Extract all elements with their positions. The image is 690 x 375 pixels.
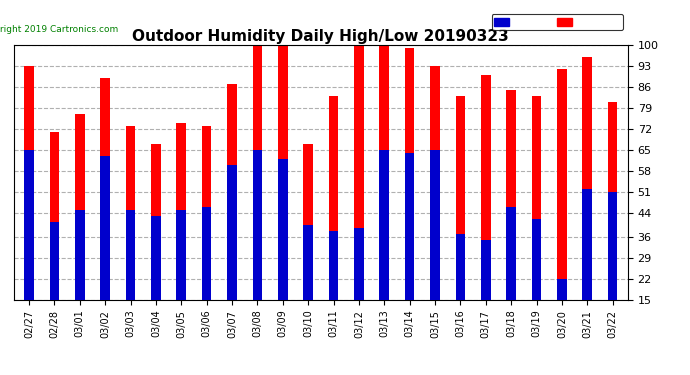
Bar <box>151 144 161 345</box>
Bar <box>608 102 618 345</box>
Bar <box>557 279 566 345</box>
Bar <box>151 216 161 345</box>
Bar <box>100 156 110 345</box>
Bar <box>455 234 465 345</box>
Bar <box>227 84 237 345</box>
Bar <box>75 114 85 345</box>
Bar <box>506 207 516 345</box>
Bar <box>532 219 542 345</box>
Bar <box>304 225 313 345</box>
Bar <box>202 207 211 345</box>
Bar <box>50 132 59 345</box>
Text: Copyright 2019 Cartronics.com: Copyright 2019 Cartronics.com <box>0 25 118 34</box>
Bar <box>532 96 542 345</box>
Bar <box>405 48 415 345</box>
Bar <box>557 69 566 345</box>
Bar <box>455 96 465 345</box>
Bar <box>582 57 592 345</box>
Bar <box>328 231 338 345</box>
Bar <box>304 144 313 345</box>
Title: Outdoor Humidity Daily High/Low 20190323: Outdoor Humidity Daily High/Low 20190323 <box>132 29 509 44</box>
Bar <box>253 45 262 345</box>
Bar <box>126 210 135 345</box>
Bar <box>481 75 491 345</box>
Bar <box>126 126 135 345</box>
Bar <box>278 159 288 345</box>
Bar <box>100 78 110 345</box>
Bar <box>24 150 34 345</box>
Bar <box>481 240 491 345</box>
Bar <box>354 228 364 345</box>
Bar <box>202 126 211 345</box>
Bar <box>506 90 516 345</box>
Bar <box>582 189 592 345</box>
Bar <box>354 45 364 345</box>
Bar <box>177 123 186 345</box>
Bar <box>431 66 440 345</box>
Bar <box>227 165 237 345</box>
Bar <box>50 222 59 345</box>
Bar <box>405 153 415 345</box>
Bar <box>75 210 85 345</box>
Bar <box>177 210 186 345</box>
Bar <box>431 150 440 345</box>
Bar <box>253 150 262 345</box>
Legend: Low  (%), High  (%): Low (%), High (%) <box>491 14 623 30</box>
Bar <box>380 150 389 345</box>
Bar <box>24 66 34 345</box>
Bar <box>278 45 288 345</box>
Bar <box>380 45 389 345</box>
Bar <box>328 96 338 345</box>
Bar <box>608 192 618 345</box>
